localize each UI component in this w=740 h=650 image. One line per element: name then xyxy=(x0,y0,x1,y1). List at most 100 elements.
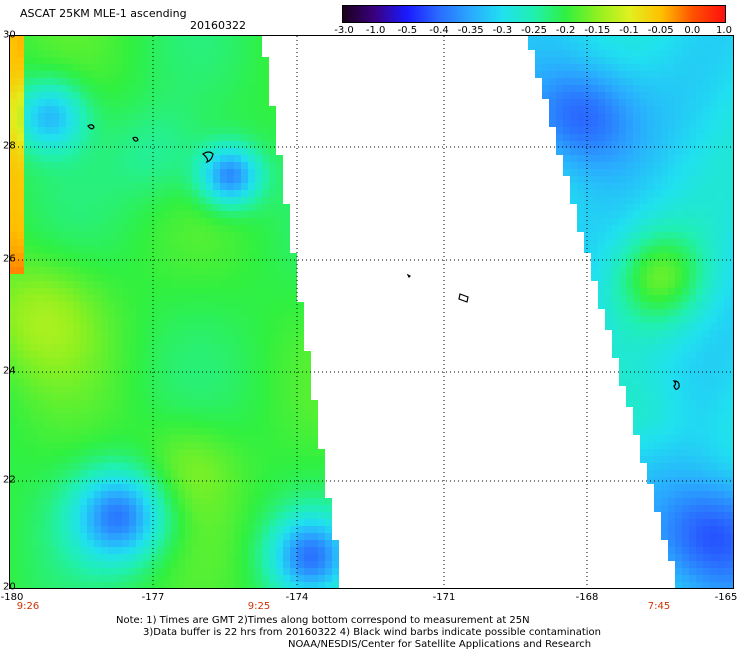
data-cell xyxy=(206,302,213,309)
data-cell xyxy=(136,498,143,505)
data-cell xyxy=(87,498,94,505)
data-cell xyxy=(234,120,241,127)
data-cell xyxy=(10,407,17,414)
data-cell xyxy=(556,92,563,99)
data-cell xyxy=(171,57,178,64)
data-cell xyxy=(171,582,178,588)
data-cell xyxy=(185,197,192,204)
data-cell xyxy=(241,386,248,393)
data-cell xyxy=(234,302,241,309)
data-cell xyxy=(710,442,717,449)
data-cell xyxy=(276,470,283,477)
data-cell xyxy=(633,337,640,344)
data-cell xyxy=(654,484,661,491)
data-cell xyxy=(31,232,38,239)
data-cell xyxy=(115,400,122,407)
data-cell xyxy=(647,337,654,344)
data-cell xyxy=(668,225,675,232)
data-cell xyxy=(717,456,724,463)
data-cell xyxy=(668,190,675,197)
data-cell xyxy=(115,183,122,190)
data-cell xyxy=(640,267,647,274)
data-cell xyxy=(598,155,605,162)
data-cell xyxy=(143,337,150,344)
data-cell xyxy=(122,372,129,379)
data-cell xyxy=(150,43,157,50)
data-cell xyxy=(661,505,668,512)
data-cell xyxy=(248,267,255,274)
data-cell xyxy=(206,120,213,127)
data-cell xyxy=(668,470,675,477)
data-cell xyxy=(17,134,24,141)
data-cell xyxy=(598,204,605,211)
data-cell xyxy=(192,330,199,337)
data-cell xyxy=(108,253,115,260)
data-cell xyxy=(724,309,731,316)
data-cell xyxy=(171,183,178,190)
data-cell xyxy=(668,127,675,134)
data-cell xyxy=(290,253,297,260)
data-cell xyxy=(304,358,311,365)
data-cell xyxy=(297,309,304,316)
data-cell xyxy=(10,36,17,43)
data-cell xyxy=(101,239,108,246)
data-cell xyxy=(220,540,227,547)
data-cell xyxy=(17,239,24,246)
data-cell xyxy=(234,337,241,344)
data-cell xyxy=(122,43,129,50)
data-cell xyxy=(115,414,122,421)
data-cell xyxy=(185,218,192,225)
data-cell xyxy=(122,197,129,204)
data-cell xyxy=(115,190,122,197)
data-cell xyxy=(38,120,45,127)
data-cell xyxy=(185,449,192,456)
data-cell xyxy=(115,253,122,260)
data-cell xyxy=(276,155,283,162)
data-cell xyxy=(143,344,150,351)
data-cell xyxy=(668,155,675,162)
data-cell xyxy=(171,393,178,400)
data-cell xyxy=(724,127,731,134)
data-cell xyxy=(178,92,185,99)
data-cell xyxy=(269,162,276,169)
data-cell xyxy=(647,302,654,309)
data-cell xyxy=(633,407,640,414)
data-cell xyxy=(633,372,640,379)
data-cell xyxy=(633,351,640,358)
data-cell xyxy=(24,309,31,316)
data-cell xyxy=(45,582,52,588)
data-cell xyxy=(269,127,276,134)
data-cell xyxy=(178,540,185,547)
data-cell xyxy=(220,407,227,414)
data-cell xyxy=(38,78,45,85)
data-cell xyxy=(101,400,108,407)
data-cell xyxy=(668,204,675,211)
data-cell xyxy=(80,64,87,71)
data-cell xyxy=(255,260,262,267)
data-cell xyxy=(143,71,150,78)
data-cell xyxy=(570,92,577,99)
data-cell xyxy=(227,456,234,463)
data-cell xyxy=(220,253,227,260)
data-cell xyxy=(612,302,619,309)
data-cell xyxy=(668,295,675,302)
data-cell xyxy=(290,393,297,400)
data-cell xyxy=(199,344,206,351)
data-cell xyxy=(101,344,108,351)
data-cell xyxy=(59,148,66,155)
data-cell xyxy=(276,162,283,169)
data-cell xyxy=(710,190,717,197)
data-cell xyxy=(248,561,255,568)
data-cell xyxy=(668,400,675,407)
data-cell xyxy=(549,43,556,50)
data-cell xyxy=(731,428,733,435)
data-cell xyxy=(38,554,45,561)
data-cell xyxy=(143,358,150,365)
data-cell xyxy=(612,50,619,57)
data-cell xyxy=(136,295,143,302)
data-cell xyxy=(696,477,703,484)
data-cell xyxy=(668,134,675,141)
data-cell xyxy=(640,344,647,351)
data-cell xyxy=(24,260,31,267)
data-cell xyxy=(689,211,696,218)
